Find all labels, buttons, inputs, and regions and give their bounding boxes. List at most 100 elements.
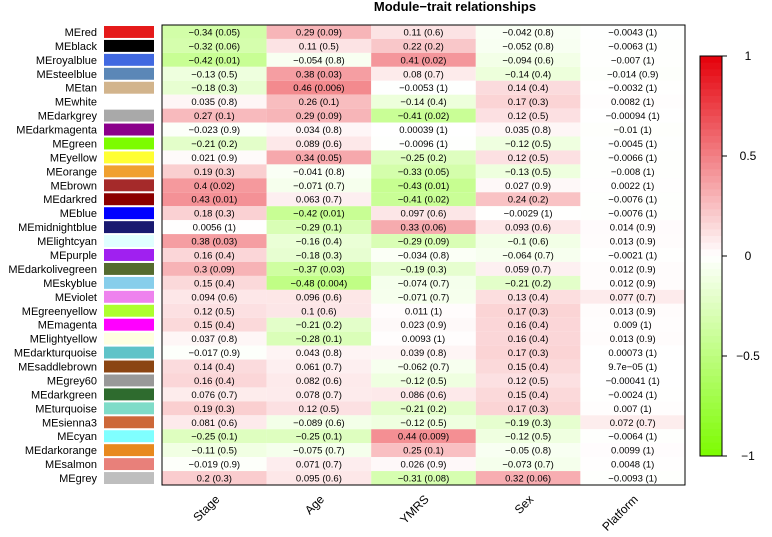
colorbar-segment — [700, 129, 722, 137]
colorbar-segment — [700, 289, 722, 297]
heatmap-cell — [371, 248, 476, 262]
heatmap-cell — [266, 317, 372, 332]
colorbar-segment — [700, 316, 722, 324]
cell-label: −0.21 (0.2) — [400, 404, 446, 415]
heatmap-cell — [162, 261, 267, 276]
heatmap-cell — [162, 150, 267, 165]
cell-label: −0.019 (0.9) — [189, 460, 241, 471]
row-label: MEorange — [46, 166, 97, 178]
row-label: MEturquoise — [35, 403, 97, 415]
column-labels: Stage Age YMRS Sex Platform — [190, 492, 640, 534]
colorbar-tick-label: −0.5 — [736, 349, 760, 363]
heatmap-cell — [475, 178, 581, 193]
colorbar-segment — [700, 122, 722, 130]
heatmap-cell — [371, 373, 476, 388]
cell-label: −0.0096 (1) — [399, 139, 448, 150]
heatmap-cell — [475, 38, 581, 53]
heatmap-cell — [266, 331, 372, 346]
cell-label: −0.074 (0.7) — [398, 278, 450, 289]
cell-label: 0.094 (0.6) — [191, 292, 237, 303]
cell-label: 0.22 (0.2) — [403, 41, 444, 52]
cell-label: −0.0021 (1) — [608, 251, 657, 262]
heatmap-cell — [475, 80, 581, 95]
module-color-swatches — [104, 26, 154, 484]
heatmap-cell — [371, 401, 476, 416]
heatmap-cell — [371, 52, 476, 67]
row-label: MEdarkgreen — [31, 389, 97, 401]
cell-label: 0.011 (1) — [405, 306, 442, 317]
heatmap-cell — [371, 429, 476, 444]
row-label: MEcyan — [57, 431, 97, 443]
cell-label: 0.013 (0.9) — [610, 237, 656, 248]
cell-label: −0.0043 (1) — [608, 27, 657, 38]
cell-label: 0.012 (0.9) — [610, 264, 656, 275]
heatmap-cell — [371, 178, 476, 193]
cell-label: −0.29 (0.09) — [398, 237, 450, 248]
cell-label: −0.008 (1) — [611, 167, 655, 178]
cell-label: −0.023 (0.9) — [189, 125, 241, 136]
cell-label: 0.095 (0.6) — [296, 474, 342, 485]
cell-label: 0.41 (0.02) — [401, 55, 447, 66]
heatmap-cell — [371, 94, 476, 109]
cell-label: 0.034 (0.8) — [296, 125, 342, 136]
chart-title: Module−trait relationships — [374, 0, 536, 14]
cell-label: 0.17 (0.3) — [508, 306, 549, 317]
heatmap-cell — [580, 164, 685, 179]
cell-label: 0.035 (0.8) — [191, 97, 237, 108]
cell-label: 0.14 (0.4) — [508, 83, 549, 94]
module-swatch — [104, 360, 154, 373]
heatmap-cell — [580, 303, 685, 318]
heatmap-cell — [371, 164, 476, 179]
heatmap-cell — [580, 289, 685, 304]
heatmap-cell — [371, 220, 476, 235]
heatmap-cell — [266, 303, 372, 318]
heatmap-cell — [162, 234, 267, 249]
module-swatch — [104, 81, 154, 94]
colorbar-segment — [700, 382, 722, 390]
colorbar-segment — [700, 62, 722, 70]
module-swatch — [104, 402, 154, 415]
heatmap-cell — [266, 94, 372, 109]
cell-label: 0.00039 (1) — [399, 125, 448, 136]
module-swatch — [104, 444, 154, 457]
module-swatch — [104, 332, 154, 345]
heatmap-cell — [475, 373, 581, 388]
colorbar-segment — [700, 442, 722, 450]
cell-label: 0.072 (0.7) — [610, 418, 656, 429]
cell-label: 0.19 (0.3) — [194, 167, 235, 178]
cell-label: 0.071 (0.7) — [296, 460, 342, 471]
heatmap-cell — [475, 234, 581, 249]
column-label: Stage — [190, 492, 222, 524]
cell-label: 0.081 (0.6) — [191, 418, 237, 429]
cell-label: 0.078 (0.7) — [296, 390, 342, 401]
heatmap-cell — [580, 192, 685, 207]
heatmap-cell — [266, 66, 372, 81]
cell-label: −0.0053 (1) — [399, 83, 448, 94]
cell-label: 0.093 (0.6) — [505, 223, 551, 234]
cell-label: 0.16 (0.4) — [194, 376, 235, 387]
cell-label: −0.094 (0.6) — [502, 55, 554, 66]
cell-label: −0.42 (0.01) — [293, 209, 345, 220]
heatmap-cells: −0.34 (0.05) 0.29 (0.09) 0.11 (0.6) −0.042 … — [162, 25, 685, 485]
cell-label: 0.08 (0.7) — [403, 69, 444, 80]
cell-label: −0.0045 (1) — [608, 139, 657, 150]
heatmap-cell — [162, 359, 267, 374]
heatmap-cell — [371, 415, 476, 430]
cell-label: 0.2 (0.3) — [197, 474, 232, 485]
cell-label: −0.48 (0.004) — [291, 278, 348, 289]
colorbar-tick-label: 1 — [745, 49, 752, 63]
row-label: MEred — [65, 27, 97, 39]
heatmap-cell — [371, 25, 476, 39]
heatmap-cell — [580, 471, 685, 485]
cell-label: 0.086 (0.6) — [401, 390, 447, 401]
heatmap-cell — [475, 164, 581, 179]
cell-label: −0.25 (0.1) — [191, 432, 237, 443]
row-label: MEgreenyellow — [22, 306, 97, 318]
cell-label: 0.035 (0.8) — [505, 125, 551, 136]
colorbar-segment — [700, 56, 722, 64]
cell-label: −0.41 (0.02) — [398, 111, 450, 122]
cell-label: 0.27 (0.1) — [194, 111, 235, 122]
cell-label: −0.0076 (1) — [608, 209, 657, 220]
row-label: MEsaddlebrown — [18, 362, 97, 374]
